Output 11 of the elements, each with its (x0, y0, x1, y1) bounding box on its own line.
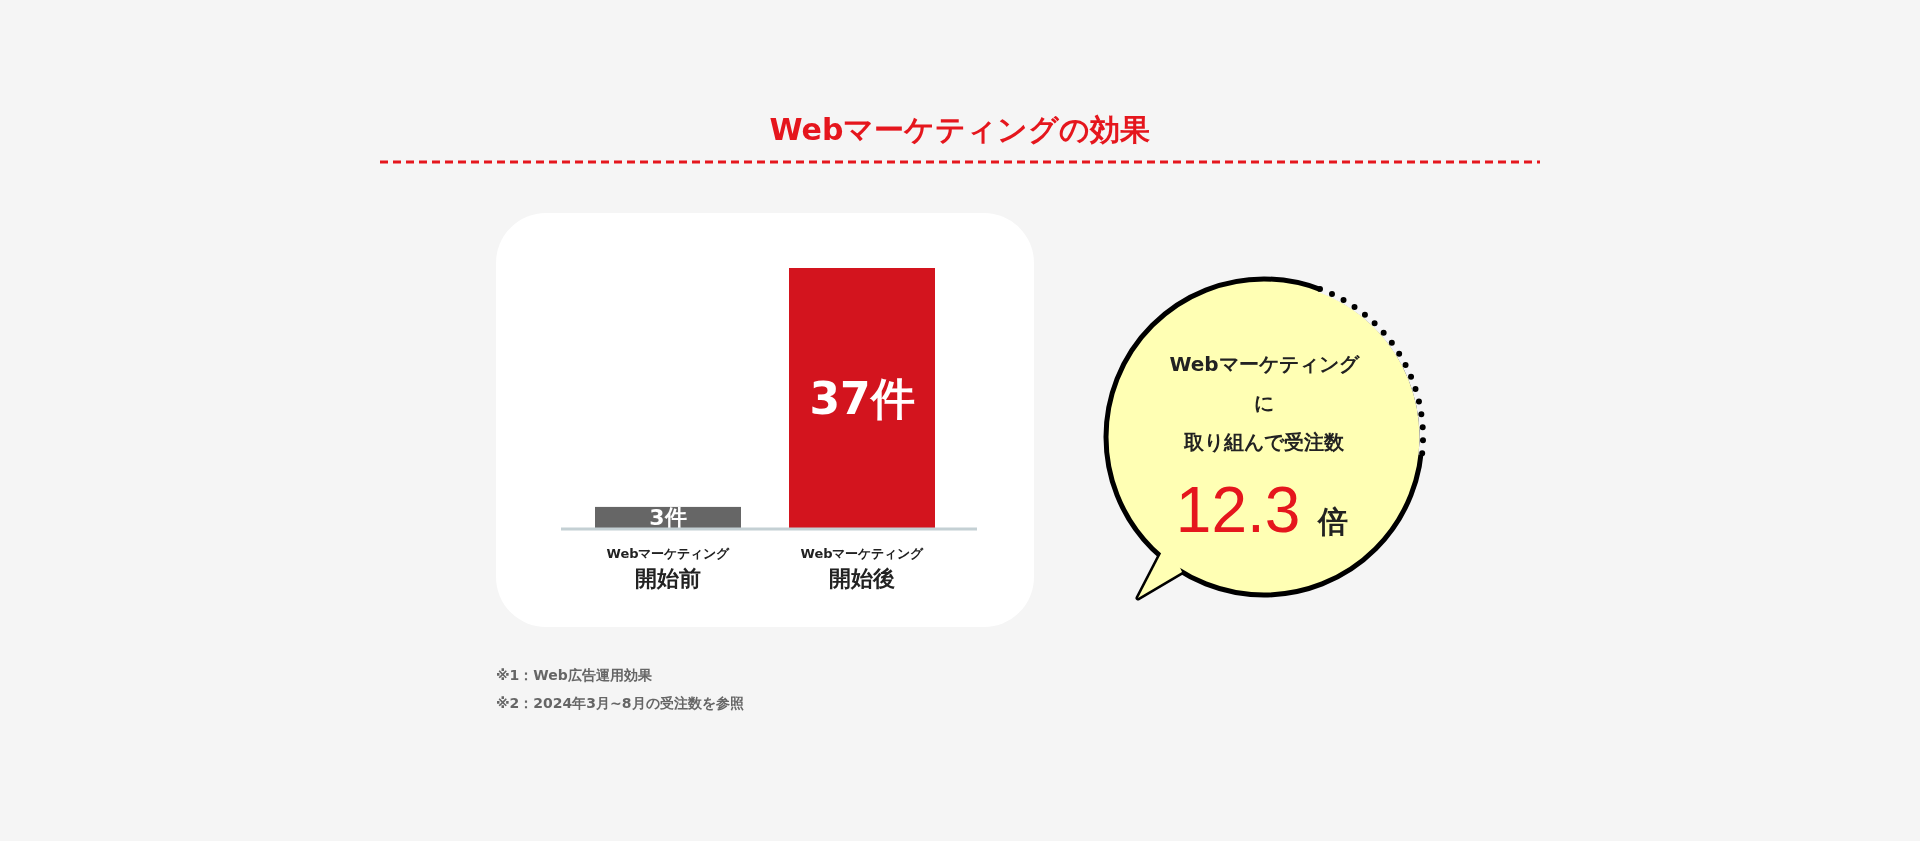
text: ※2：2024年3月~8月の受注数を参照 (496, 695, 744, 711)
text: 12.3 倍 (1175, 474, 1349, 546)
text: Webマーケティング (1169, 352, 1360, 376)
text: ※1：Web広告運用効果 (496, 667, 653, 683)
x-tick-label: Webマーケティング開始前 (606, 546, 731, 591)
x-tick-label: Webマーケティング開始後 (800, 546, 925, 591)
text: 取り組んで受注数 (1183, 430, 1345, 454)
chart-title: Webマーケティングの効果 (769, 112, 1151, 147)
data-label: 37件 (809, 372, 915, 424)
data-label: 3件 (649, 505, 687, 531)
text: に (1254, 391, 1274, 415)
